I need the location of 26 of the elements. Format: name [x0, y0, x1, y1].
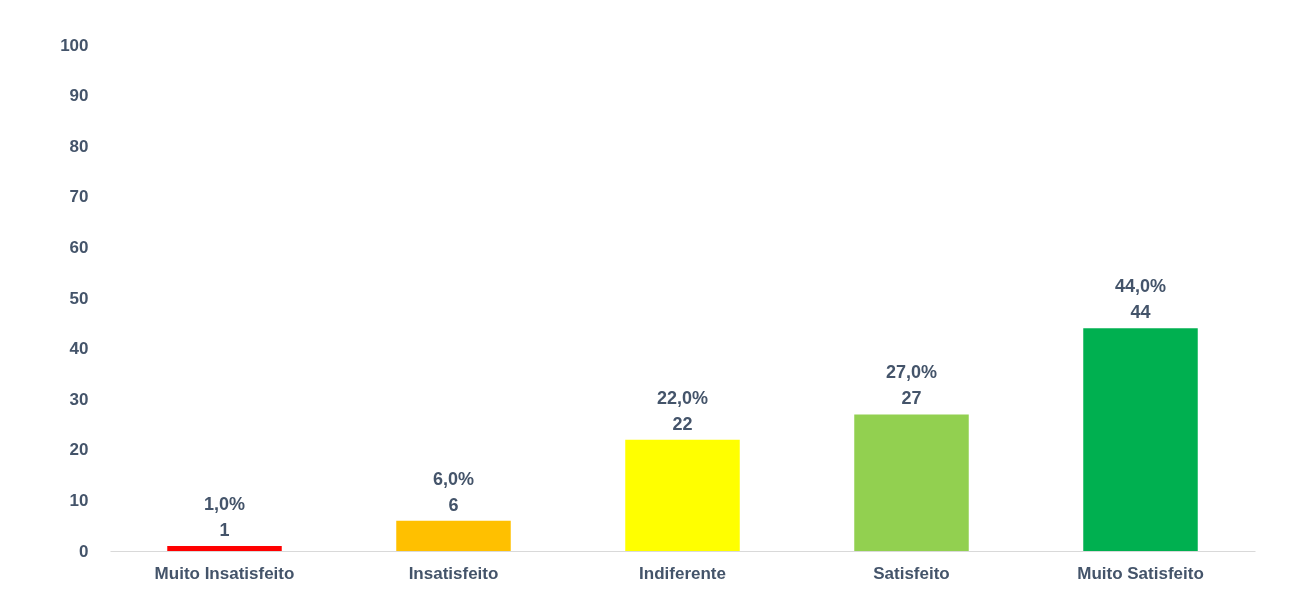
y-tick-label: 40 — [69, 339, 89, 359]
y-tick-label: 100 — [60, 35, 89, 55]
bar — [167, 545, 282, 551]
bar — [854, 414, 969, 551]
data-label: 44,0% 44 — [1114, 276, 1167, 323]
data-label: 1,0% 1 — [203, 493, 246, 540]
x-tick-label: Indiferente — [639, 563, 726, 583]
x-tick-label: Muito Satisfeito — [1077, 563, 1204, 583]
x-tick-label: Satisfeito — [873, 563, 950, 583]
y-tick-label: 70 — [69, 187, 89, 207]
y-tick-label: 30 — [69, 389, 89, 409]
data-label: 27,0% 27 — [885, 362, 938, 409]
y-tick-label: 90 — [69, 86, 89, 106]
y-tick-label: 60 — [69, 237, 89, 257]
y-tick-label: 0 — [79, 541, 89, 561]
y-tick-label: 80 — [69, 136, 89, 156]
bar — [1083, 328, 1198, 551]
y-tick-label: 50 — [69, 288, 89, 308]
bar — [396, 520, 511, 551]
data-label: 6,0% 6 — [432, 468, 475, 515]
x-tick-label: Muito Insatisfeito — [154, 563, 295, 583]
y-tick-label: 20 — [69, 440, 89, 460]
bar — [625, 439, 740, 551]
y-tick-label: 10 — [69, 490, 89, 510]
data-label: 22,0% 22 — [656, 387, 709, 434]
x-tick-label: Insatisfeito — [408, 563, 499, 583]
